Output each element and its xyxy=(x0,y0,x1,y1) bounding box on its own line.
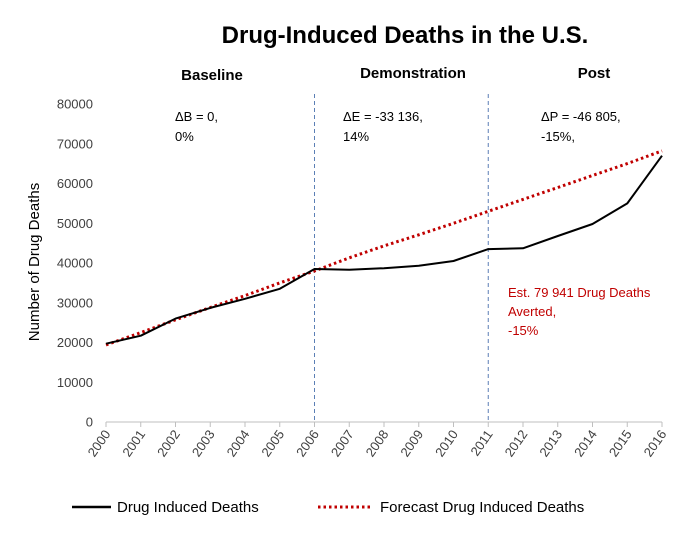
x-tick-label: 2002 xyxy=(154,427,183,459)
y-tick-label: 50000 xyxy=(57,216,93,231)
phase-label-demonstration: Demonstration xyxy=(360,65,466,82)
annotation-averted-line2: Averted, xyxy=(508,304,556,319)
series-group xyxy=(105,149,663,347)
annotation-demonstration-line2: 14% xyxy=(343,129,369,144)
annotation-post-line1: ΔP = -46 805, xyxy=(541,109,621,124)
x-tick-label: 2013 xyxy=(536,427,565,459)
x-tick-label: 2005 xyxy=(258,427,287,459)
annotation-demonstration-line1: ΔE = -33 136, xyxy=(343,109,423,124)
x-tick-label: 2011 xyxy=(467,427,495,459)
x-tick-label: 2010 xyxy=(432,427,461,459)
y-tick-label: 30000 xyxy=(57,295,93,310)
series-line-forecast xyxy=(105,149,663,347)
x-tick-label: 2009 xyxy=(397,427,426,459)
x-tick-label: 2001 xyxy=(119,427,148,459)
x-axis-ticks: 2000 2001 2002 2003 2004 2005 2006 2007 2008 2009… xyxy=(85,422,670,459)
x-tick-label: 2015 xyxy=(606,427,635,459)
phase-dividers xyxy=(314,94,489,422)
y-tick-label: 10000 xyxy=(57,375,93,390)
y-axis-ticks: 0 10000 20000 30000 40000 50000 60000 70000 8000… xyxy=(57,97,93,430)
y-axis-label: Number of Drug Deaths xyxy=(26,183,43,341)
x-tick-label: 2007 xyxy=(328,427,357,459)
x-tick-label: 2012 xyxy=(502,427,531,459)
phase-label-post: Post xyxy=(578,65,611,82)
chart-title: Drug-Induced Deaths in the U.S. xyxy=(222,22,589,49)
annotation-baseline-line2: 0% xyxy=(175,129,194,144)
annotation-averted-line1: Est. 79 941 Drug Deaths xyxy=(508,285,651,300)
legend: Drug Induced Deaths Forecast Drug Induce… xyxy=(72,499,584,516)
y-tick-label: 70000 xyxy=(57,136,93,151)
y-tick-label: 0 xyxy=(86,415,93,430)
y-tick-label: 60000 xyxy=(57,176,93,191)
x-tick-label: 2000 xyxy=(85,427,114,459)
x-tick-label: 2014 xyxy=(571,427,600,459)
y-tick-label: 80000 xyxy=(57,97,93,112)
y-tick-label: 40000 xyxy=(57,256,93,271)
legend-label-actual: Drug Induced Deaths xyxy=(117,499,259,516)
annotation-baseline-line1: ΔB = 0, xyxy=(175,109,218,124)
x-tick-label: 2008 xyxy=(363,427,392,459)
x-tick-label: 2004 xyxy=(224,427,253,459)
x-tick-label: 2003 xyxy=(189,427,218,459)
x-tick-label: 2016 xyxy=(641,427,670,459)
x-tick-label: 2006 xyxy=(293,427,322,459)
y-tick-label: 20000 xyxy=(57,335,93,350)
annotation-averted-line3: -15% xyxy=(508,323,539,338)
legend-label-forecast: Forecast Drug Induced Deaths xyxy=(380,499,584,516)
annotation-post-line2: -15%, xyxy=(541,129,575,144)
phase-label-baseline: Baseline xyxy=(181,67,243,84)
series-line-actual xyxy=(105,155,663,345)
